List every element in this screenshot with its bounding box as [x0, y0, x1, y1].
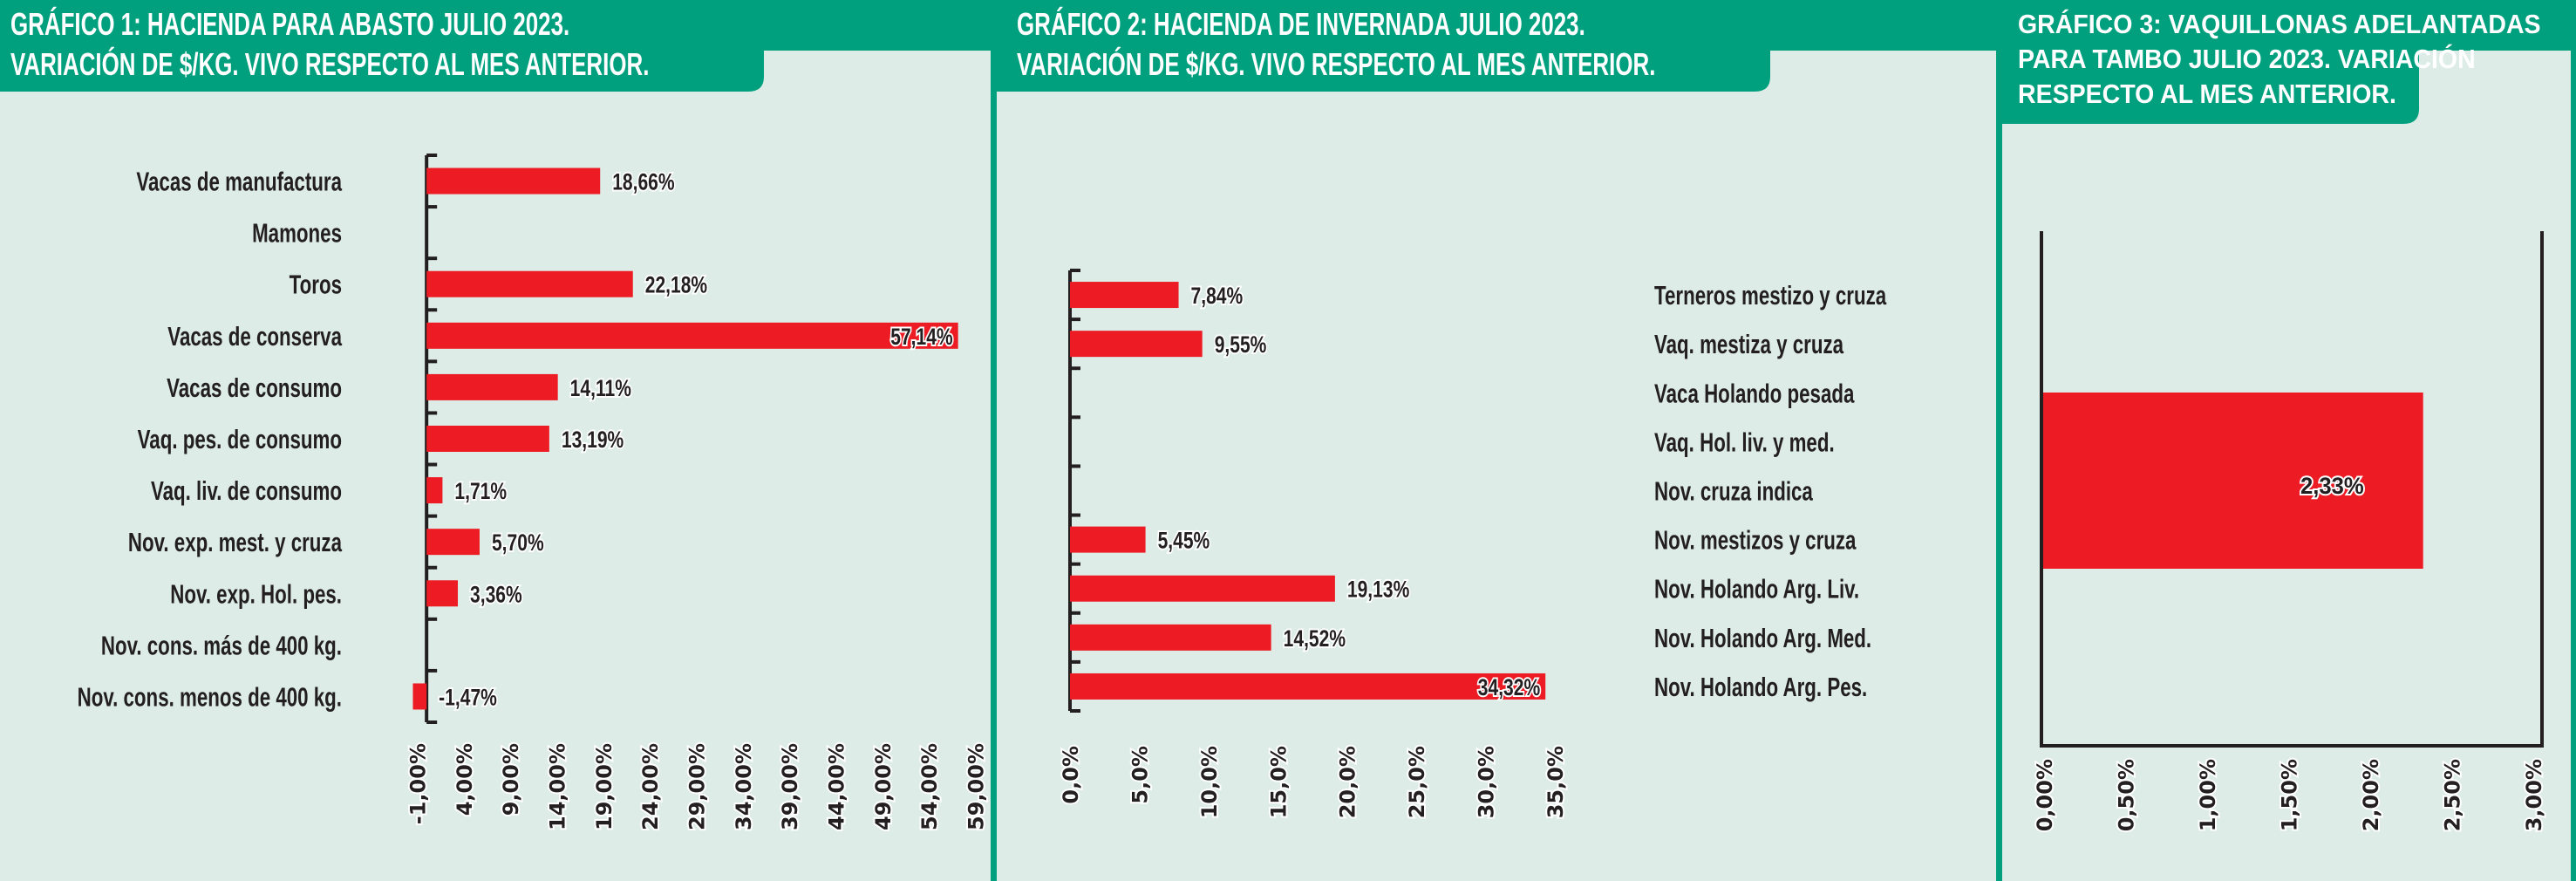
- data-label: 7,84%: [1191, 283, 1244, 310]
- x-tick-label: 15,0%: [1266, 746, 1291, 818]
- bar: [426, 167, 601, 195]
- bar: [1070, 331, 1203, 358]
- category-label: Nov. exp. mest. y cruza: [128, 528, 343, 557]
- data-label: 34,32%: [1478, 675, 1540, 701]
- header-tab-1: [0, 51, 764, 92]
- category-label: Nov. cons. menos de 400 kg.: [78, 682, 342, 712]
- bar: [1070, 624, 1271, 651]
- bar: [426, 477, 443, 504]
- x-tick-label: -1,00%: [406, 743, 431, 824]
- bar: [1070, 526, 1146, 553]
- category-label: Nov. cruza indica: [1654, 476, 1814, 506]
- category-label: Vaq. pes. de consumo: [138, 424, 342, 454]
- data-label: 19,13%: [1347, 577, 1409, 603]
- chart-title: RESPECTO AL MES ANTERIOR.: [2018, 79, 2396, 109]
- x-tick-label: 34,00%: [732, 743, 756, 830]
- bar: [1070, 575, 1335, 602]
- header-tab-2: [994, 51, 1770, 92]
- category-label: Nov. Holando Arg. Pes.: [1654, 672, 1867, 701]
- bar: [426, 322, 958, 349]
- chart-title: GRÁFICO 1: HACIENDA PARA ABASTO JULIO 20…: [10, 7, 569, 42]
- panel-divider: [991, 0, 997, 881]
- bar: [412, 683, 427, 710]
- category-label: Vacas de conserva: [167, 321, 343, 351]
- data-label: 22,18%: [645, 272, 707, 298]
- category-label: Toros: [290, 270, 342, 299]
- category-label: Vaq. Hol. liv. y med.: [1654, 427, 1835, 457]
- x-tick-label: 35,0%: [1544, 746, 1568, 818]
- x-tick-label: 54,00%: [917, 743, 942, 830]
- bar: [426, 580, 459, 607]
- x-tick-label: 19,00%: [592, 743, 617, 830]
- category-label: Vacas de manufactura: [136, 167, 342, 196]
- data-label: 3,36%: [470, 582, 522, 608]
- data-label: 2,33%: [2300, 472, 2364, 499]
- x-tick-label: 20,0%: [1336, 746, 1360, 818]
- x-tick-label: 0,50%: [2115, 759, 2139, 831]
- bar: [426, 373, 558, 400]
- data-label: 18,66%: [612, 169, 674, 195]
- data-label: 14,52%: [1284, 625, 1346, 652]
- x-tick-label: 9,00%: [499, 743, 523, 816]
- category-label: Mamones: [252, 218, 342, 248]
- x-tick-label: 1,00%: [2196, 759, 2220, 831]
- panel-border: [2571, 0, 2576, 881]
- bar: [2043, 393, 2423, 569]
- category-label: Nov. exp. Hol. pes.: [170, 579, 342, 609]
- category-label: Vaca Holando pesada: [1654, 379, 1855, 408]
- bar: [426, 270, 633, 297]
- data-label: 1,71%: [454, 479, 507, 505]
- x-tick-label: 1,50%: [2278, 759, 2302, 831]
- x-tick-label: 39,00%: [778, 743, 802, 830]
- bar: [1070, 282, 1179, 309]
- chart-title: GRÁFICO 2: HACIENDA DE INVERNADA JULIO 2…: [1017, 7, 1585, 42]
- x-tick-label: 49,00%: [871, 743, 896, 830]
- x-tick-label: 5,0%: [1128, 746, 1152, 804]
- x-tick-label: 30,0%: [1475, 746, 1499, 818]
- x-tick-label: 25,0%: [1405, 746, 1429, 818]
- header-strip: [0, 0, 2576, 51]
- category-label: Vaq. liv. de consumo: [151, 476, 342, 506]
- bar: [1070, 673, 1546, 700]
- chart-title: GRÁFICO 3: VAQUILLONAS ADELANTADAS: [2018, 9, 2541, 39]
- chart-title: PARA TAMBO JULIO 2023. VARIACIÓN: [2018, 44, 2476, 74]
- data-label: 5,70%: [492, 530, 544, 557]
- x-tick-label: 59,00%: [964, 743, 989, 830]
- x-tick-label: 0,00%: [2033, 759, 2057, 831]
- bar: [426, 529, 480, 556]
- x-tick-label: 4,00%: [453, 743, 477, 816]
- x-tick-label: 29,00%: [685, 743, 710, 830]
- data-label: 57,14%: [890, 324, 952, 350]
- x-tick-label: 10,0%: [1197, 746, 1222, 818]
- x-tick-label: 0,0%: [1059, 746, 1083, 804]
- category-label: Nov. Holando Arg. Liv.: [1654, 574, 1859, 604]
- x-tick-label: 24,00%: [638, 743, 663, 830]
- category-label: Nov. mestizos y cruza: [1654, 525, 1857, 555]
- x-tick-label: 2,00%: [2359, 759, 2383, 831]
- x-tick-label: 2,50%: [2441, 759, 2465, 831]
- data-label: -1,47%: [439, 685, 497, 711]
- data-label: 5,45%: [1158, 528, 1210, 554]
- data-label: 9,55%: [1215, 332, 1267, 359]
- category-label: Terneros mestizo y cruza: [1654, 281, 1887, 311]
- category-label: Nov. Holando Arg. Med.: [1654, 623, 1871, 652]
- chart-title: VARIACIÓN DE $/KG. VIVO RESPECTO AL MES …: [10, 46, 649, 82]
- panel-divider: [1996, 0, 2002, 881]
- bar: [426, 426, 549, 452]
- x-tick-label: 3,00%: [2522, 759, 2546, 831]
- chart-title: VARIACIÓN DE $/KG. VIVO RESPECTO AL MES …: [1017, 46, 1655, 82]
- category-label: Nov. cons. más de 400 kg.: [101, 631, 342, 660]
- x-tick-label: 14,00%: [546, 743, 570, 830]
- category-label: Vaq. mestiza y cruza: [1654, 330, 1844, 359]
- category-label: Vacas de consumo: [167, 372, 342, 402]
- header-tab-3: [1999, 51, 2419, 124]
- data-label: 13,19%: [562, 427, 624, 454]
- data-label: 14,11%: [570, 375, 631, 401]
- x-tick-label: 44,00%: [825, 743, 849, 830]
